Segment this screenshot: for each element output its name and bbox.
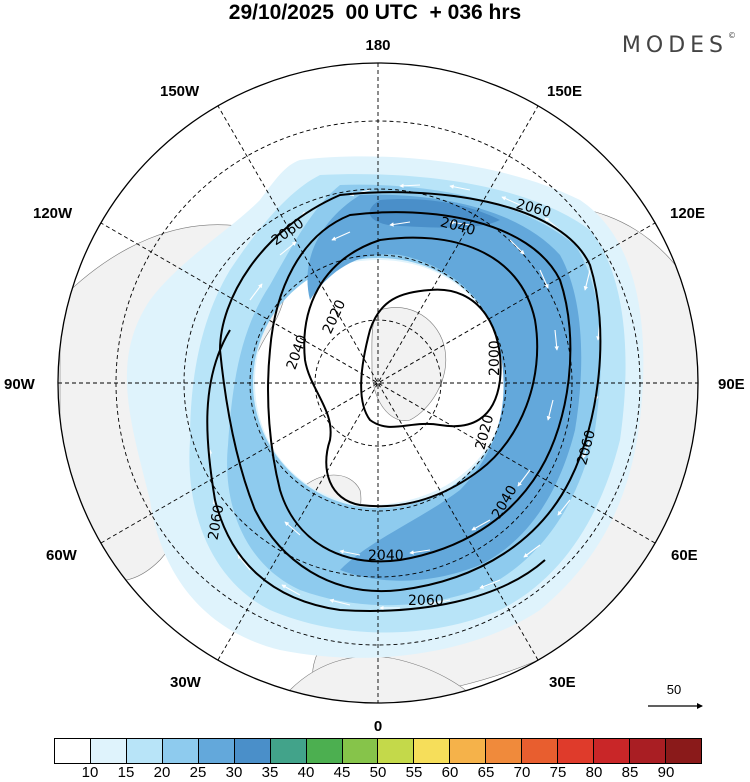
colorbar-tick-label: 90 <box>657 764 675 781</box>
longitude-labels: 180 0 90W 90E 150W 150E 120W 120E 60W 60… <box>4 37 745 735</box>
contour-label: 2000 <box>487 340 503 376</box>
colorbar-tick-label: 30 <box>225 764 243 781</box>
map-title: 29/10/2025 00 UTC + 036 hrs <box>228 1 522 24</box>
colorbar <box>54 738 702 764</box>
lon-label-90w: 90W <box>4 376 36 393</box>
contour-label: 2040 <box>368 548 404 564</box>
colorbar-segment <box>126 739 163 763</box>
colorbar-tick-label: 60 <box>441 764 459 781</box>
lon-label-180: 180 <box>365 37 390 54</box>
colorbar-tick-label: 75 <box>549 764 567 781</box>
contour-2040 <box>267 211 572 563</box>
height-contours <box>206 191 602 612</box>
colorbar-tick-label: 15 <box>117 764 135 781</box>
colorbar-segment <box>55 739 91 763</box>
meridian-60e-120w <box>100 222 656 544</box>
colorbar-segment <box>594 739 630 763</box>
colorbar-segment <box>522 739 559 763</box>
polar-map: 2000 2020 2020 2040 2040 2040 2040 2060 … <box>4 37 745 735</box>
lon-label-90e: 90E <box>718 376 745 393</box>
brand-logo: MODES© <box>621 31 736 58</box>
colorbar-segment <box>162 739 199 763</box>
colorbar-tick-label: 70 <box>513 764 531 781</box>
lon-label-30w: 30W <box>170 674 202 691</box>
contour-label: 2060 <box>408 593 444 609</box>
wind-speed-shading <box>126 156 644 658</box>
lon-label-60e: 60E <box>671 547 698 564</box>
lon-label-0: 0 <box>374 718 382 735</box>
colorbar-tick-label: 50 <box>369 764 387 781</box>
colorbar-segment <box>270 739 307 763</box>
colorbar-segment <box>450 739 487 763</box>
contour-2000 <box>360 288 502 428</box>
colorbar-segment <box>630 739 666 763</box>
graticule <box>58 63 698 703</box>
colorbar-tick-label: 40 <box>297 764 315 781</box>
brand-text: MODES <box>621 33 728 58</box>
meridian-30e-150w <box>217 105 539 661</box>
colorbar-tick-labels: 10 15 20 25 30 35 40 45 50 55 60 65 70 75 80 85 90 <box>54 764 702 782</box>
lon-label-60w: 60W <box>46 547 78 564</box>
meridian-30w-150e <box>217 105 539 661</box>
shade-25 <box>307 194 582 581</box>
copyright-mark: © <box>728 31 736 40</box>
colorbar-segment <box>558 739 595 763</box>
colorbar-tick-label: 45 <box>333 764 351 781</box>
colorbar-tick-label: 10 <box>81 764 99 781</box>
colorbar-segment <box>486 739 523 763</box>
colorbar-tick-label: 55 <box>405 764 423 781</box>
lon-label-120e: 120E <box>670 205 705 222</box>
meridian-60w-120e <box>100 222 656 544</box>
map-border <box>57 62 699 704</box>
contour-label: 2060 <box>206 503 228 541</box>
colorbar-segment <box>414 739 451 763</box>
colorbar-tick-label: 20 <box>153 764 171 781</box>
colorbar-segment <box>378 739 415 763</box>
latitude-circle-80 <box>314 319 442 447</box>
colorbar-tick-label: 25 <box>189 764 207 781</box>
colorbar-tick-label: 35 <box>261 764 279 781</box>
lon-label-120w: 120W <box>33 205 73 222</box>
reference-vector: 50 <box>648 682 706 712</box>
land-arctic-islands <box>371 307 447 421</box>
lon-label-150e: 150E <box>547 83 582 100</box>
colorbar-segment <box>234 739 271 763</box>
colorbar-tick-label: 85 <box>621 764 639 781</box>
colorbar-tick-label: 65 <box>477 764 495 781</box>
colorbar-segment <box>198 739 235 763</box>
reference-vector-label: 50 <box>666 682 682 697</box>
colorbar-segment <box>665 739 701 763</box>
colorbar-segment <box>342 739 379 763</box>
colorbar-tick-label: 80 <box>585 764 603 781</box>
contour-2020 <box>303 236 539 508</box>
reference-vector-arrow <box>648 703 703 709</box>
colorbar-segment <box>306 739 343 763</box>
contour-2060-outer <box>206 329 546 612</box>
lon-label-30e: 30E <box>549 674 576 691</box>
lon-label-150w: 150W <box>160 83 200 100</box>
colorbar-segment <box>90 739 127 763</box>
